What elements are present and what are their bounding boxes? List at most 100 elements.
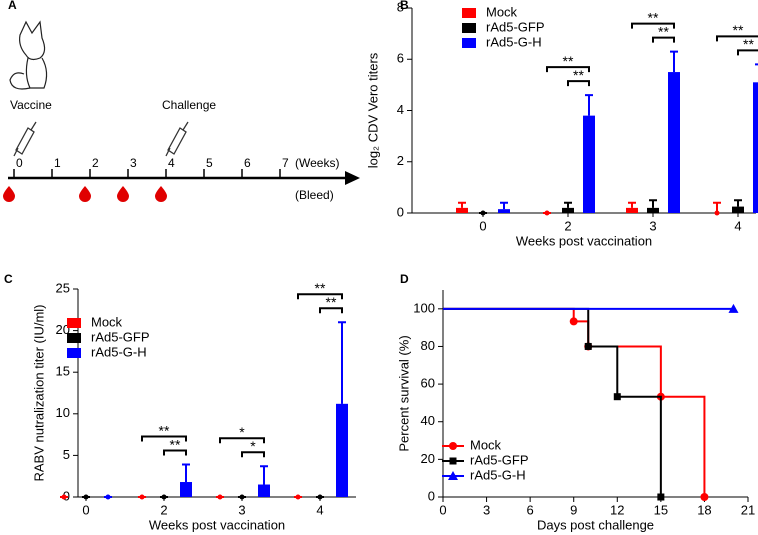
week-label: 3 — [130, 156, 137, 170]
x-tick-label: 6 — [527, 502, 534, 517]
significance-label: ** — [648, 9, 659, 25]
legend-label: rAd5-GFP — [470, 452, 529, 467]
x-tick-label: 4 — [734, 218, 741, 233]
syringe — [13, 121, 37, 157]
significance-bracket — [241, 451, 265, 458]
significance-bracket — [652, 36, 675, 43]
y-tick-label: 40 — [421, 413, 435, 428]
significance-label: ** — [658, 23, 669, 39]
bar — [562, 207, 574, 213]
error-bar — [713, 201, 721, 213]
error-bar — [755, 63, 758, 83]
y-tick-label: 10 — [56, 405, 70, 420]
bleed-label: (Bleed) — [295, 188, 334, 202]
error-bar — [628, 201, 636, 208]
y-tick-label: 80 — [421, 338, 435, 353]
y-tick-label: 4 — [397, 102, 404, 117]
x-tick-label: 18 — [697, 502, 711, 517]
significance-label: ** — [326, 294, 337, 310]
significance-bracket — [567, 80, 590, 87]
y-axis-title: RABV nutralization titer (IU/ml) — [31, 305, 46, 482]
panel-label: C — [4, 272, 13, 286]
error-bar — [734, 199, 742, 207]
x-axis-title: Weeks post vaccination — [149, 517, 285, 532]
bar — [456, 207, 468, 213]
week-label: 6 — [244, 156, 251, 170]
y-tick-label: 8 — [397, 0, 404, 14]
significance-bracket — [219, 437, 265, 444]
legend-marker — [449, 457, 457, 465]
data-point — [700, 493, 709, 501]
significance-bracket — [716, 35, 758, 42]
x-tick-label: 3 — [238, 502, 245, 517]
bar — [498, 209, 510, 213]
legend-swatch — [462, 8, 476, 18]
week-label: 4 — [168, 156, 175, 170]
bar — [583, 115, 595, 213]
y-tick-label: 0 — [397, 204, 404, 219]
fox-icon — [9, 20, 48, 90]
y-tick-label: 20 — [56, 322, 70, 337]
legend-swatch — [462, 23, 476, 33]
error-bar — [458, 201, 466, 208]
data-point — [613, 393, 621, 401]
legend-label: rAd5-GFP — [91, 329, 150, 344]
significance-label: ** — [743, 36, 754, 52]
x-tick-label: 0 — [479, 218, 486, 233]
legend-label: rAd5-G-H — [486, 34, 542, 49]
significance-label: * — [250, 438, 256, 454]
significance-bracket — [737, 49, 758, 56]
significance-bracket — [141, 435, 187, 442]
legend-marker — [448, 471, 458, 480]
syringe — [165, 121, 189, 157]
significance-bracket — [163, 449, 187, 456]
error-bar — [585, 94, 593, 116]
legend-swatch — [67, 333, 81, 343]
bar — [336, 403, 348, 497]
x-tick-label: 12 — [610, 502, 624, 517]
week-label: 0 — [16, 156, 23, 170]
x-tick-label: 3 — [483, 502, 490, 517]
legend-label: rAd5-GFP — [486, 19, 545, 34]
bar — [180, 482, 192, 497]
data-point — [584, 342, 592, 350]
y-tick-label: 100 — [413, 300, 435, 315]
week-label: 5 — [206, 156, 213, 170]
error-bar — [338, 321, 346, 404]
significance-bracket — [631, 22, 675, 29]
bar — [732, 206, 744, 213]
bar — [753, 82, 758, 213]
panel-label: B — [400, 0, 409, 12]
x-tick-label: 15 — [654, 502, 668, 517]
legend-label: Mock — [486, 4, 518, 19]
significance-bracket — [319, 307, 343, 314]
week-label: 1 — [54, 156, 61, 170]
panel-label: D — [400, 272, 409, 286]
significance-label: ** — [563, 53, 574, 69]
weeks-unit: (Weeks) — [295, 156, 339, 170]
y-tick-label: 2 — [397, 153, 404, 168]
legend-swatch — [67, 348, 81, 358]
legend-swatch — [462, 38, 476, 48]
x-tick-label: 2 — [160, 502, 167, 517]
significance-label: ** — [573, 67, 584, 83]
legend-swatch — [67, 318, 81, 328]
significance-bracket — [546, 66, 590, 73]
y-tick-label: 6 — [397, 51, 404, 66]
legend-marker — [449, 442, 457, 450]
data-point — [728, 303, 739, 313]
error-bar — [564, 201, 572, 208]
data-point — [569, 317, 578, 326]
y-axis-title: log₂ CDV Vero titers — [365, 52, 380, 168]
bar — [258, 484, 270, 497]
x-tick-label: 21 — [741, 502, 755, 517]
legend-label: rAd5-G-H — [470, 467, 526, 482]
y-tick-label: 60 — [421, 376, 435, 391]
x-tick-label: 0 — [439, 502, 446, 517]
y-tick-label: 15 — [56, 364, 70, 379]
week-label: 2 — [92, 156, 99, 170]
panel-label: A — [8, 0, 17, 12]
error-bar — [260, 465, 268, 485]
bar — [668, 72, 680, 213]
